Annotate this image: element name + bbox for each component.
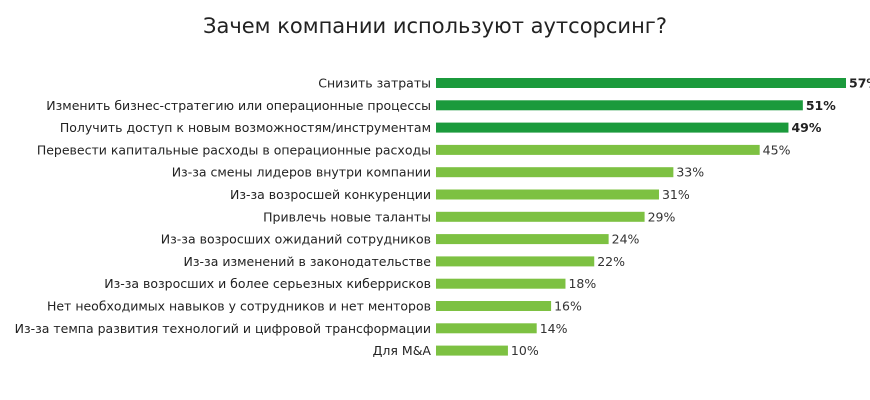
category-label: Изменить бизнес-стратегию или операционн… xyxy=(46,98,431,113)
data-label: 57% xyxy=(849,76,870,91)
bar xyxy=(436,144,760,155)
data-label: 49% xyxy=(791,120,821,135)
category-label: Получить доступ к новым возможностям/инс… xyxy=(60,120,431,135)
category-label: Из-за возросших и более серьезных киберр… xyxy=(104,276,431,291)
data-label: 29% xyxy=(648,209,676,224)
bar xyxy=(436,122,789,133)
data-label: 16% xyxy=(554,299,582,314)
category-label: Для M&A xyxy=(373,343,432,358)
bar xyxy=(436,100,803,111)
data-label: 14% xyxy=(540,321,568,336)
category-label: Из-за смены лидеров внутри компании xyxy=(172,165,431,180)
bar xyxy=(436,345,508,356)
bar xyxy=(436,78,846,88)
category-label: Из-за темпа развития технологий и цифров… xyxy=(15,321,431,336)
category-label: Из-за изменений в законодательстве xyxy=(184,254,432,269)
category-label: Снизить затраты xyxy=(318,76,431,91)
bar xyxy=(436,301,552,311)
bar xyxy=(436,167,674,178)
data-label: 10% xyxy=(511,343,539,358)
category-label: Нет необходимых навыков у сотрудников и … xyxy=(47,299,431,314)
bar xyxy=(436,189,659,200)
data-label: 51% xyxy=(806,98,836,113)
chart-title: Зачем компании используют аутсорсинг? xyxy=(203,14,667,38)
bar xyxy=(436,278,566,289)
category-label: Перевести капитальные расходы в операцио… xyxy=(37,142,431,157)
data-label: 22% xyxy=(597,254,625,269)
category-label: Из-за возросшей конкуренции xyxy=(230,187,431,202)
bar xyxy=(436,323,537,334)
data-label: 18% xyxy=(568,276,596,291)
bar xyxy=(436,256,595,267)
category-label: Из-за возросших ожиданий сотрудников xyxy=(161,232,431,247)
category-label: Привлечь новые таланты xyxy=(263,209,431,224)
data-label: 24% xyxy=(612,232,640,247)
bar xyxy=(436,211,645,222)
data-label: 45% xyxy=(763,142,791,157)
data-label: 31% xyxy=(662,187,690,202)
bar xyxy=(436,234,609,245)
data-label: 33% xyxy=(676,165,704,180)
